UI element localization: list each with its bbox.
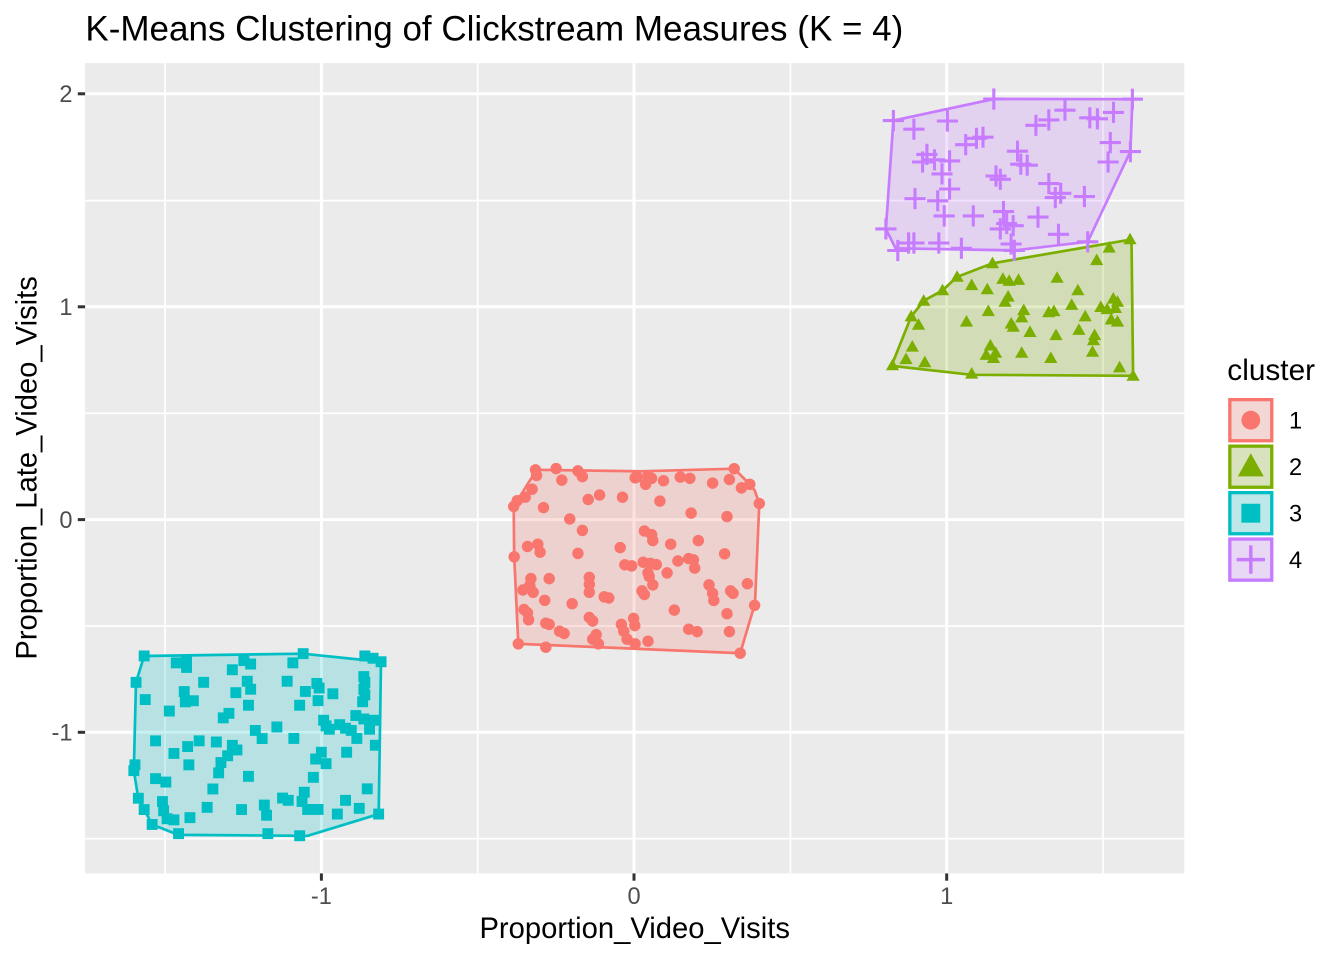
svg-text:Proportion_Late_Video_Visits: Proportion_Late_Video_Visits [12,276,44,660]
svg-text:0: 0 [59,508,72,534]
svg-text:1: 1 [940,884,953,910]
svg-text:1: 1 [1289,409,1302,435]
svg-text:Proportion_Video_Visits: Proportion_Video_Visits [479,913,789,945]
svg-text:K-Means Clustering of Clickstr: K-Means Clustering of Clickstream Measur… [85,10,903,49]
svg-text:1: 1 [59,295,72,321]
svg-text:-1: -1 [311,884,332,910]
svg-text:4: 4 [1289,548,1302,574]
svg-text:2: 2 [59,82,72,108]
svg-text:2: 2 [1289,455,1302,481]
svg-text:cluster: cluster [1227,354,1315,387]
svg-text:0: 0 [627,884,640,910]
svg-text:-1: -1 [52,721,73,747]
svg-text:3: 3 [1289,502,1302,528]
